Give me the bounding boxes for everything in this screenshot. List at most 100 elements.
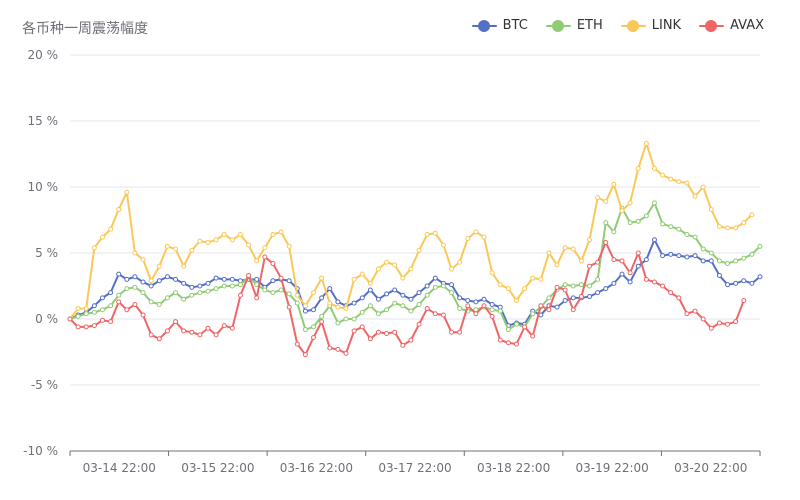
data-point-btc[interactable]: [164, 274, 170, 280]
data-point-avax[interactable]: [408, 337, 414, 343]
data-point-eth[interactable]: [91, 309, 97, 315]
data-point-btc[interactable]: [140, 279, 146, 285]
data-point-avax[interactable]: [668, 290, 674, 296]
data-point-eth[interactable]: [83, 311, 89, 317]
data-point-btc[interactable]: [173, 276, 179, 282]
data-point-eth[interactable]: [270, 290, 276, 296]
data-point-link[interactable]: [546, 250, 552, 256]
data-point-link[interactable]: [473, 229, 479, 235]
data-point-eth[interactable]: [513, 321, 519, 327]
data-point-link[interactable]: [262, 245, 268, 251]
data-point-avax[interactable]: [375, 329, 381, 335]
data-point-link[interactable]: [676, 179, 682, 185]
data-point-eth[interactable]: [302, 327, 308, 333]
data-point-link[interactable]: [294, 292, 300, 298]
data-point-avax[interactable]: [716, 320, 722, 326]
data-point-eth[interactable]: [562, 282, 568, 288]
data-point-link[interactable]: [237, 232, 243, 238]
data-point-eth[interactable]: [262, 287, 268, 293]
data-point-btc[interactable]: [570, 295, 576, 301]
data-point-btc[interactable]: [635, 263, 641, 269]
data-point-eth[interactable]: [156, 301, 162, 307]
data-point-link[interactable]: [311, 290, 317, 296]
data-point-btc[interactable]: [449, 282, 455, 288]
data-point-link[interactable]: [392, 262, 398, 268]
data-point-eth[interactable]: [75, 313, 81, 319]
data-point-link[interactable]: [749, 212, 755, 218]
data-point-avax[interactable]: [302, 352, 308, 358]
data-point-btc[interactable]: [676, 253, 682, 259]
data-point-avax[interactable]: [91, 323, 97, 329]
data-point-btc[interactable]: [692, 253, 698, 259]
data-point-eth[interactable]: [489, 307, 495, 313]
data-point-btc[interactable]: [587, 294, 593, 300]
data-point-avax[interactable]: [205, 325, 211, 331]
data-point-btc[interactable]: [197, 283, 203, 289]
data-point-avax[interactable]: [465, 303, 471, 309]
data-point-avax[interactable]: [513, 341, 519, 347]
data-point-link[interactable]: [335, 304, 341, 310]
data-point-link[interactable]: [651, 166, 657, 172]
data-point-eth[interactable]: [213, 286, 219, 292]
data-point-eth[interactable]: [108, 303, 114, 309]
data-point-link[interactable]: [359, 271, 365, 277]
data-point-avax[interactable]: [660, 283, 666, 289]
data-point-link[interactable]: [603, 199, 609, 205]
data-point-eth[interactable]: [319, 313, 325, 319]
data-point-btc[interactable]: [286, 278, 292, 284]
data-point-btc[interactable]: [733, 280, 739, 286]
data-point-avax[interactable]: [173, 319, 179, 325]
data-point-btc[interactable]: [302, 308, 308, 314]
data-point-avax[interactable]: [294, 341, 300, 347]
data-point-eth[interactable]: [359, 309, 365, 315]
data-point-eth[interactable]: [286, 291, 292, 297]
data-point-avax[interactable]: [132, 301, 138, 307]
data-point-btc[interactable]: [684, 254, 690, 260]
data-point-btc[interactable]: [465, 298, 471, 304]
data-point-btc[interactable]: [327, 286, 333, 292]
data-point-eth[interactable]: [578, 282, 584, 288]
data-point-link[interactable]: [116, 206, 122, 212]
data-point-link[interactable]: [505, 286, 511, 292]
data-point-link[interactable]: [327, 300, 333, 306]
data-point-link[interactable]: [400, 275, 406, 281]
data-point-avax[interactable]: [440, 312, 446, 318]
data-point-btc[interactable]: [595, 290, 601, 296]
data-point-btc[interactable]: [700, 258, 706, 264]
data-point-link[interactable]: [83, 305, 89, 311]
data-point-avax[interactable]: [108, 319, 114, 325]
data-point-avax[interactable]: [197, 332, 203, 338]
data-point-link[interactable]: [741, 220, 747, 226]
data-point-btc[interactable]: [651, 237, 657, 243]
data-point-avax[interactable]: [124, 307, 130, 313]
data-point-avax[interactable]: [278, 275, 284, 281]
data-point-avax[interactable]: [148, 332, 154, 338]
data-point-link[interactable]: [708, 206, 714, 212]
data-point-eth[interactable]: [676, 226, 682, 232]
data-point-eth[interactable]: [164, 295, 170, 301]
data-point-avax[interactable]: [741, 298, 747, 304]
data-point-link[interactable]: [635, 166, 641, 172]
data-point-avax[interactable]: [359, 324, 365, 330]
data-point-btc[interactable]: [741, 278, 747, 284]
data-point-link[interactable]: [457, 259, 463, 265]
data-point-link[interactable]: [229, 237, 235, 243]
data-point-avax[interactable]: [505, 340, 511, 346]
data-point-avax[interactable]: [311, 334, 317, 340]
data-point-eth[interactable]: [229, 283, 235, 289]
data-point-eth[interactable]: [668, 224, 674, 230]
data-point-link[interactable]: [538, 276, 544, 282]
data-point-link[interactable]: [173, 246, 179, 252]
data-point-btc[interactable]: [375, 296, 381, 302]
data-point-link[interactable]: [643, 140, 649, 146]
data-point-avax[interactable]: [392, 329, 398, 335]
data-point-link[interactable]: [181, 263, 187, 269]
data-point-link[interactable]: [384, 259, 390, 265]
data-point-btc[interactable]: [660, 253, 666, 259]
data-point-eth[interactable]: [505, 327, 511, 333]
data-point-avax[interactable]: [432, 311, 438, 317]
data-point-link[interactable]: [286, 243, 292, 249]
data-point-link[interactable]: [416, 247, 422, 253]
data-point-avax[interactable]: [189, 329, 195, 335]
data-point-avax[interactable]: [603, 239, 609, 245]
